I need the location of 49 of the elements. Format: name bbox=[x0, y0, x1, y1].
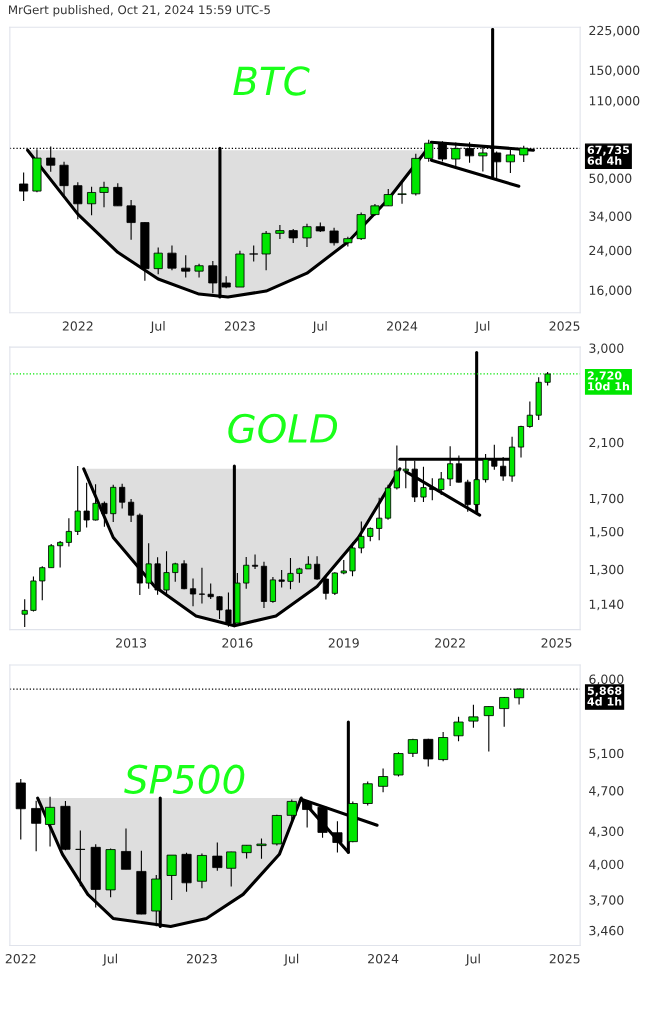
x-tick-label: 2025 bbox=[541, 638, 572, 648]
x-tick-label: 2022 bbox=[62, 321, 93, 331]
y-tick-label: 4,000 bbox=[589, 859, 624, 871]
x-tick-label: 2022 bbox=[5, 953, 36, 964]
ref-line-label: 5,868 bbox=[587, 686, 622, 697]
text: 4d 1h bbox=[587, 697, 622, 706]
x-tick-label: 2019 bbox=[328, 638, 359, 648]
y-tick-label: 3,000 bbox=[589, 343, 624, 355]
y-tick-label: 3,700 bbox=[589, 895, 624, 906]
x-tick-label: 2023 bbox=[186, 953, 217, 964]
y-tick-label: 24,000 bbox=[589, 245, 632, 257]
y-tick-label: 1,500 bbox=[589, 526, 624, 538]
x-tick-label: Jul bbox=[283, 953, 299, 966]
y-tick-label: 150,000 bbox=[589, 65, 640, 77]
y-tick-label: 4,700 bbox=[589, 785, 624, 797]
text: BTC bbox=[233, 66, 310, 96]
x-tick-label: Jul bbox=[312, 321, 327, 334]
y-tick-label: 5,100 bbox=[589, 748, 624, 760]
text: 10d 1h bbox=[588, 381, 630, 391]
y-tick-label: 225,000 bbox=[589, 25, 640, 37]
x-tick-label: 2024 bbox=[387, 321, 418, 331]
x-tick-label: 2016 bbox=[222, 638, 253, 648]
y-tick-label: 34,000 bbox=[589, 211, 632, 223]
x-tick-label: Jul bbox=[474, 321, 490, 334]
x-tick-label: Jul bbox=[150, 321, 165, 334]
chart-subtitle: MrGert published, Oct 21, 2024 15:59 UTC-5 bbox=[9, 5, 270, 17]
x-tick-label: 2023 bbox=[224, 321, 255, 331]
text: 6d 4h bbox=[587, 156, 622, 165]
y-tick-label: 1,300 bbox=[589, 564, 624, 576]
y-tick-label: 2,100 bbox=[589, 437, 624, 449]
y-tick-label: 110,000 bbox=[589, 96, 640, 107]
y-tick-label: 4,300 bbox=[589, 826, 624, 838]
text: GOLD bbox=[228, 413, 338, 444]
x-tick-label: 2024 bbox=[368, 953, 399, 964]
ref-line-label: 2,720 bbox=[587, 371, 622, 382]
y-tick-label: 6,000 bbox=[589, 674, 624, 686]
x-tick-label: 2025 bbox=[549, 321, 580, 331]
x-tick-label: 2022 bbox=[435, 638, 465, 648]
x-tick-label: Jul bbox=[102, 953, 117, 966]
y-tick-label: 3,460 bbox=[589, 925, 624, 937]
y-tick-label: 1,140 bbox=[589, 599, 624, 611]
y-tick-label: 16,000 bbox=[589, 285, 632, 297]
y-tick-label: 1,700 bbox=[589, 493, 624, 505]
y-tick-label: 50,000 bbox=[589, 173, 632, 185]
ref-line-label: 67,735 bbox=[587, 145, 630, 156]
x-tick-label: 2025 bbox=[549, 953, 580, 964]
x-tick-label: Jul bbox=[465, 953, 480, 966]
text: SP500 bbox=[124, 764, 245, 795]
x-tick-label: 2013 bbox=[116, 638, 146, 648]
